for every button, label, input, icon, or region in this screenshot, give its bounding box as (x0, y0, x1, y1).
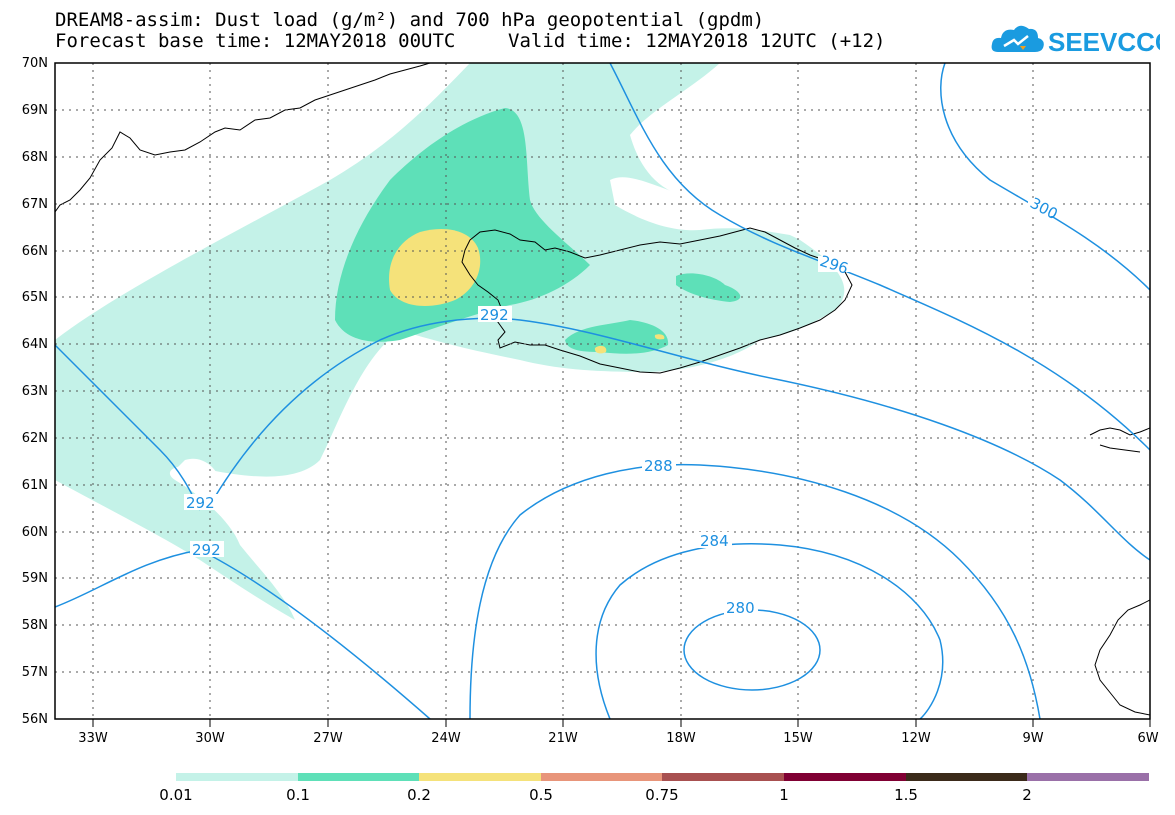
contour-284 (595, 543, 944, 719)
colorbar-label: 1 (779, 786, 789, 804)
colorbar-label: 0.75 (645, 786, 679, 804)
lat-label: 59N (21, 571, 48, 586)
map-title: DREAM8-assim: Dust load (g/m²) and 700 h… (55, 9, 765, 31)
contour-292b (55, 344, 201, 511)
colorbar-label: 1.5 (894, 786, 918, 804)
contour-296 (609, 63, 1150, 451)
dust-load-fields (55, 63, 845, 620)
coastlines (55, 63, 1150, 716)
lat-label: 60N (21, 525, 48, 540)
graticule (55, 63, 1150, 719)
lat-label: 70N (21, 56, 48, 71)
colorbar-swatch (541, 773, 662, 781)
lon-label: 33W (78, 731, 108, 746)
scotland-coast (1094, 599, 1150, 716)
lat-label: 63N (21, 384, 48, 399)
contour-label-280: 280 (726, 599, 755, 617)
lat-label: 68N (21, 150, 48, 165)
axis-ticks (92, 719, 1151, 727)
contour-300 (940, 63, 1150, 291)
colorbar-swatch (176, 773, 298, 781)
contour-280 (683, 609, 821, 691)
contour-label-292-left: 292 (186, 494, 215, 512)
lon-label: 30W (195, 731, 225, 746)
geopotential-contours (55, 63, 1150, 719)
lat-label: 69N (21, 103, 48, 118)
colorbar-swatch (784, 773, 906, 781)
lon-label: 21W (548, 731, 578, 746)
colorbar-label: 0.5 (529, 786, 553, 804)
greenland-coast (55, 63, 431, 213)
seevccc-logo: SEEVCCC (990, 18, 1174, 58)
lon-label: 9W (1022, 731, 1044, 746)
lat-label: 57N (21, 665, 48, 680)
lat-label: 65N (21, 290, 48, 305)
colorbar-swatch (906, 773, 1027, 781)
contour-label-284: 284 (700, 532, 729, 550)
valid-time: Valid time: 12MAY2018 12UTC (+12) (508, 30, 886, 52)
lat-label: 64N (21, 337, 48, 352)
colorbar-swatch (662, 773, 784, 781)
contour-label-292-upper: 292 (480, 306, 509, 324)
lon-label: 6W (1137, 731, 1159, 746)
map-frame (54, 62, 1151, 720)
lon-label: 27W (313, 731, 343, 746)
forecast-base-time: Forecast base time: 12MAY2018 00UTC (55, 30, 456, 52)
lon-label: 18W (666, 731, 696, 746)
contour-label-group: 300 296 292 292 292 288 284 280 (184, 194, 1062, 617)
lat-label: 61N (21, 478, 48, 493)
logo-text: SEEVCCC (1048, 27, 1160, 57)
contour-292a (209, 317, 1150, 561)
lat-label: 66N (21, 244, 48, 259)
lat-label: 58N (21, 618, 48, 633)
lon-label: 15W (783, 731, 813, 746)
colorbar-swatch (419, 773, 541, 781)
faroe-coast (1089, 427, 1150, 453)
colorbar-swatch (298, 773, 419, 781)
colorbar-label: 0.2 (407, 786, 431, 804)
contour-label-292-lower: 292 (192, 541, 221, 559)
contour-288 (469, 463, 1041, 719)
cloud-icon: SEEVCCC (991, 25, 1174, 57)
lat-label: 62N (21, 431, 48, 446)
colorbar-label: 0.01 (159, 786, 193, 804)
colorbar-label: 2 (1022, 786, 1032, 804)
colorbar-label: 0.1 (286, 786, 310, 804)
iceland-coast (461, 227, 853, 374)
dust-area-02 (389, 228, 481, 306)
lon-label: 24W (431, 731, 461, 746)
lon-label: 12W (901, 731, 931, 746)
lat-label: 67N (21, 197, 48, 212)
lat-label: 56N (21, 712, 48, 727)
colorbar-swatch (1027, 773, 1149, 781)
contour-label-288: 288 (644, 457, 673, 475)
